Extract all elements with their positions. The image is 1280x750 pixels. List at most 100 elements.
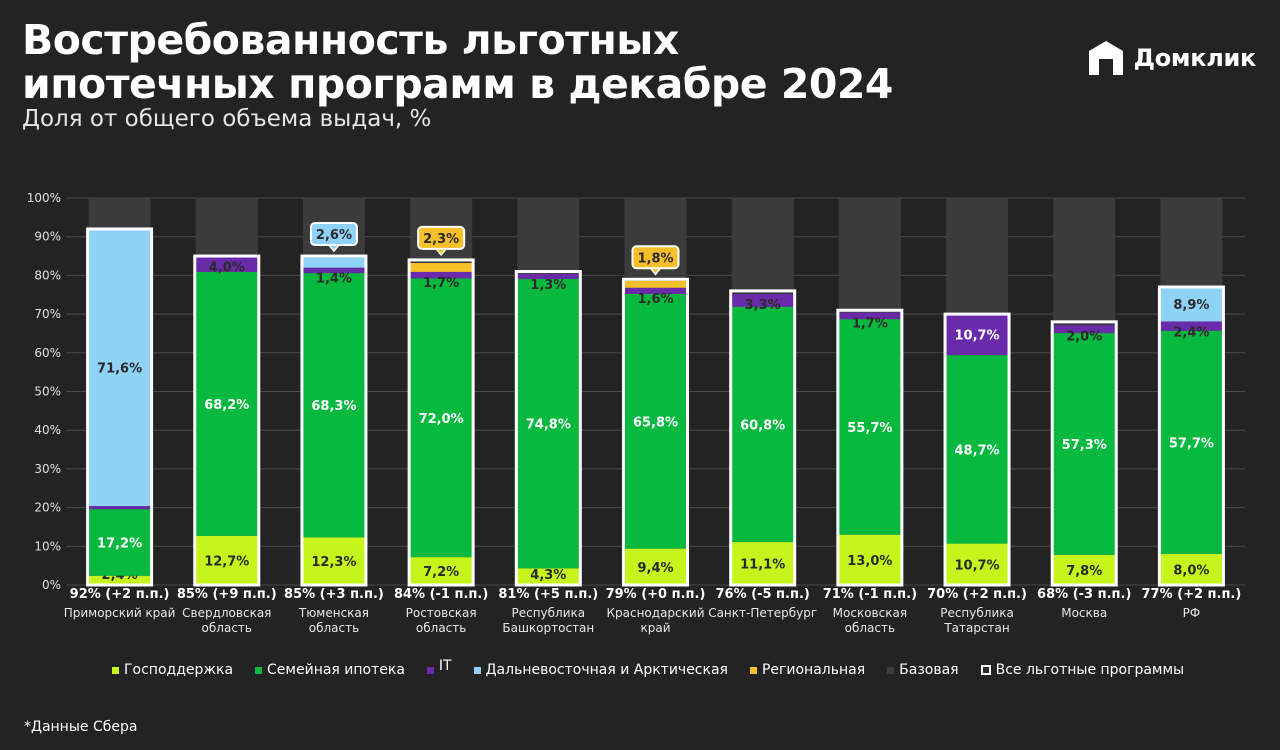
- category-label: область: [202, 621, 252, 635]
- total-outline: [86, 227, 154, 587]
- y-tick-label: 90%: [34, 230, 61, 244]
- data-label-it: 2,0%: [1066, 329, 1102, 344]
- legend-label: Дальневосточная и Арктическая: [485, 662, 728, 678]
- category-label: Санкт-Петербург: [708, 606, 817, 620]
- callout-label: 1,8%: [637, 251, 673, 266]
- y-tick-label: 30%: [34, 462, 61, 476]
- data-label-family: 68,3%: [311, 399, 356, 414]
- total-outline: [622, 277, 689, 587]
- y-tick-label: 20%: [34, 501, 61, 515]
- chart-title-line-1: Востребованность льготных: [22, 16, 679, 64]
- category-label: Республика: [940, 606, 1014, 620]
- y-tick-label: 70%: [34, 307, 61, 321]
- bar-segment-it: [1160, 321, 1223, 331]
- bar-segment-gosp: [1053, 554, 1116, 585]
- bar-segment-gosp: [838, 534, 901, 585]
- data-label-it: 2,4%: [1173, 325, 1209, 340]
- data-label-family: 57,7%: [1169, 436, 1214, 451]
- category-label: Татарстан: [943, 621, 1009, 635]
- legend-item-it: IT: [426, 658, 452, 678]
- total-label: 81% (+5 п.п.): [498, 587, 598, 602]
- total-label: 70% (+2 п.п.): [927, 587, 1027, 602]
- bar-segment-gosp: [195, 535, 258, 585]
- bar-segment-family: [517, 278, 580, 569]
- category-label: край: [640, 621, 670, 635]
- bar-segment-family: [195, 271, 258, 536]
- bar-segment-it: [88, 506, 151, 510]
- total-outline: [193, 254, 261, 587]
- legend-item-regional: Региональная: [749, 662, 865, 678]
- category-label: Московская: [833, 606, 907, 620]
- total-outline: [407, 258, 475, 587]
- legend-label: Базовая: [899, 662, 959, 678]
- chart-legend: Господдержка Семейная ипотека IT Дальневост…: [112, 658, 1206, 678]
- total-outline: [1157, 285, 1225, 587]
- bar-segment-gosp: [302, 537, 365, 585]
- legend-swatch-it: [426, 666, 434, 674]
- total-outline: [943, 312, 1011, 587]
- total-label: 92% (+2 п.п.): [70, 587, 170, 602]
- bar-segment-it: [731, 293, 794, 307]
- data-label-family: 55,7%: [847, 421, 892, 436]
- data-label-family: 48,7%: [954, 443, 999, 458]
- data-label-far_east: 8,9%: [1173, 298, 1209, 313]
- y-tick-label: 60%: [34, 346, 61, 360]
- category-label: Башкортостан: [502, 621, 594, 635]
- data-label-it: 1,7%: [852, 317, 888, 332]
- bar-segment-family: [302, 273, 365, 538]
- total-outline: [300, 254, 368, 587]
- bar-segment-it: [410, 271, 473, 279]
- bar-segment-family: [1053, 333, 1116, 555]
- data-label-family: 57,3%: [1062, 438, 1107, 453]
- data-label-gosp: 11,1%: [740, 558, 785, 573]
- data-label-gosp: 8,0%: [1173, 564, 1209, 579]
- data-label-far_east: 71,6%: [97, 362, 142, 377]
- category-label: РФ: [1183, 606, 1201, 620]
- legend-item-total: Все льготные программы: [980, 662, 1184, 678]
- callout-pointer: [434, 248, 448, 257]
- category-label: Ростовская: [406, 606, 477, 620]
- bar-segment-gosp: [731, 542, 794, 585]
- bar-segment-gosp: [88, 575, 151, 585]
- bar-segment-gosp: [517, 568, 580, 585]
- total-outline: [1050, 320, 1118, 587]
- legend-label: Семейная ипотека: [267, 662, 405, 678]
- data-label-it: 3,3%: [745, 298, 781, 313]
- total-outline: [836, 308, 904, 587]
- bar-segment-family: [88, 509, 151, 576]
- data-label-it: 1,3%: [530, 278, 566, 293]
- bar-segment-family: [624, 293, 687, 549]
- data-label-family: 17,2%: [97, 536, 142, 551]
- data-label-family: 74,8%: [526, 418, 571, 433]
- bar-segment-family: [410, 278, 473, 558]
- bar-segment-far_east: [88, 228, 151, 507]
- bar-segment-it: [1053, 325, 1116, 334]
- callout-label: 2,6%: [316, 228, 352, 243]
- data-label-gosp: 7,2%: [423, 565, 459, 580]
- legend-item-family: Семейная ипотека: [255, 662, 405, 678]
- category-label: Тюменская: [298, 606, 369, 620]
- category-label: область: [416, 621, 466, 635]
- data-label-gosp: 10,7%: [954, 558, 999, 573]
- domclick-logo: Домклик: [1086, 38, 1256, 78]
- category-label: Приморский край: [64, 606, 176, 620]
- legend-swatch-total: [980, 665, 991, 675]
- bar-segment-family: [946, 355, 1009, 544]
- total-label: 85% (+9 п.п.): [177, 587, 277, 602]
- legend-swatch-far_east: [473, 666, 481, 674]
- bar-segment-regional: [410, 263, 473, 272]
- callout-label: 2,3%: [423, 232, 459, 247]
- data-label-it: 4,0%: [209, 260, 245, 275]
- category-label: Москва: [1061, 606, 1107, 620]
- total-outline: [514, 270, 582, 587]
- bar-segment-gosp: [1160, 554, 1223, 585]
- total-label: 71% (-1 п.п.): [823, 587, 917, 602]
- category-label: Свердловская: [182, 606, 271, 620]
- data-label-family: 60,8%: [740, 418, 785, 433]
- chart-title: Востребованность льготных ипотечных прог…: [22, 18, 922, 106]
- data-label-gosp: 12,7%: [204, 554, 249, 569]
- legend-label: Господдержка: [124, 662, 234, 678]
- bar-segment-gosp: [624, 548, 687, 585]
- house-icon: [1088, 41, 1123, 75]
- data-label-gosp: 4,3%: [530, 568, 566, 583]
